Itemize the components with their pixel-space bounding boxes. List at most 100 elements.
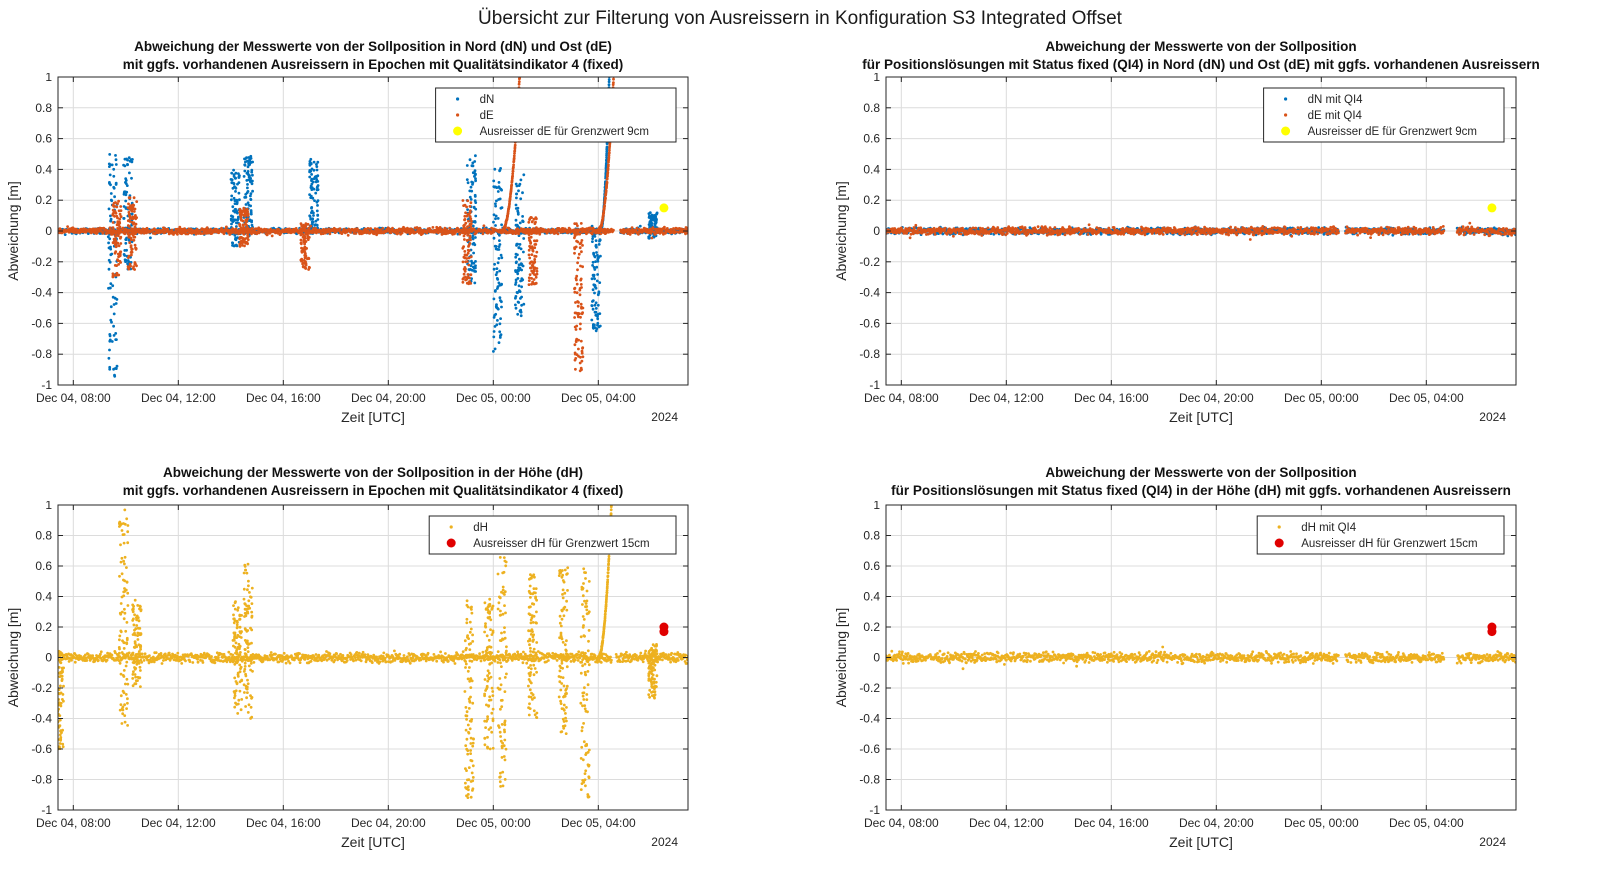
legend-marker <box>456 113 460 117</box>
data-point <box>108 237 112 241</box>
data-point <box>497 257 501 260</box>
data-point <box>520 279 524 282</box>
data-point <box>307 236 311 239</box>
panel-nord-ost-qi4-title: Abweichung der Messwerte von der Sollpos… <box>826 38 1576 74</box>
data-point <box>127 156 131 159</box>
data-point <box>512 156 516 160</box>
data-point <box>468 189 472 193</box>
data-point <box>575 291 579 295</box>
data-point <box>607 83 611 87</box>
data-point <box>126 224 130 227</box>
y-tick-label: -1 <box>41 378 52 392</box>
data-point <box>127 267 131 270</box>
data-point <box>311 217 315 221</box>
data-point <box>244 160 247 164</box>
data-point <box>471 236 474 240</box>
data-point <box>607 154 611 157</box>
data-point <box>527 232 531 235</box>
data-point <box>466 233 470 237</box>
data-point <box>250 160 253 164</box>
data-point <box>593 291 596 295</box>
data-point <box>467 256 471 260</box>
data-point <box>310 177 314 181</box>
data-point <box>605 156 608 159</box>
data-point <box>528 256 532 260</box>
data-point <box>577 252 581 256</box>
data-point <box>241 243 244 247</box>
data-point <box>494 202 497 206</box>
data-point <box>246 242 250 246</box>
data-point <box>495 271 499 274</box>
data-point <box>244 218 248 222</box>
data-point <box>248 157 252 160</box>
data-point <box>251 189 255 193</box>
data-point <box>517 284 521 288</box>
data-point <box>494 312 498 316</box>
data-point <box>496 217 500 220</box>
data-point <box>251 227 254 230</box>
data-point <box>458 232 462 236</box>
data-point <box>612 228 615 232</box>
data-point <box>535 250 539 254</box>
data-point <box>243 169 247 173</box>
data-point <box>108 365 112 369</box>
data-point <box>497 185 501 189</box>
data-point <box>511 172 515 176</box>
data-point <box>117 224 121 227</box>
data-point <box>127 210 131 214</box>
data-point <box>580 306 583 310</box>
data-point <box>306 222 310 226</box>
data-point <box>315 163 318 166</box>
data-point <box>233 176 237 180</box>
data-point <box>129 264 132 268</box>
data-point <box>593 255 597 259</box>
data-point <box>243 196 247 199</box>
data-point <box>128 241 132 245</box>
data-point <box>312 214 315 217</box>
y-axis-label: Abweichung [m] <box>5 181 21 281</box>
data-point <box>576 268 579 272</box>
data-point <box>473 220 477 223</box>
data-point <box>528 244 531 248</box>
data-point <box>66 225 69 229</box>
data-point <box>118 217 122 221</box>
data-point <box>126 163 129 167</box>
data-point <box>123 249 127 252</box>
data-point <box>112 167 116 171</box>
data-point <box>469 282 473 285</box>
data-point <box>234 238 238 242</box>
data-point <box>594 307 598 310</box>
data-point <box>108 333 112 336</box>
data-point <box>493 347 497 351</box>
data-point <box>492 335 496 339</box>
data-point <box>474 236 477 239</box>
data-point <box>496 319 499 322</box>
data-point <box>309 194 313 198</box>
data-point <box>199 232 203 236</box>
data-point <box>300 242 303 246</box>
data-point <box>648 221 652 225</box>
data-point <box>652 214 656 217</box>
data-point <box>243 244 246 248</box>
data-point <box>527 248 531 252</box>
data-point <box>514 281 518 284</box>
data-point <box>243 211 247 215</box>
data-point <box>473 281 477 285</box>
data-point <box>604 189 608 193</box>
data-point <box>114 183 118 186</box>
chart-title-line1: Abweichung der Messwerte von der Sollpos… <box>1045 39 1357 54</box>
data-point <box>653 219 657 223</box>
data-point <box>308 266 311 269</box>
data-point <box>299 222 303 226</box>
data-point <box>470 268 474 272</box>
data-point <box>516 312 520 316</box>
data-point <box>576 261 579 265</box>
data-point <box>574 245 578 249</box>
data-point <box>448 226 452 230</box>
data-point <box>471 171 475 175</box>
data-point <box>594 239 598 243</box>
data-point <box>170 228 174 232</box>
data-point <box>246 183 249 186</box>
data-point <box>130 209 134 213</box>
data-point <box>462 276 466 280</box>
